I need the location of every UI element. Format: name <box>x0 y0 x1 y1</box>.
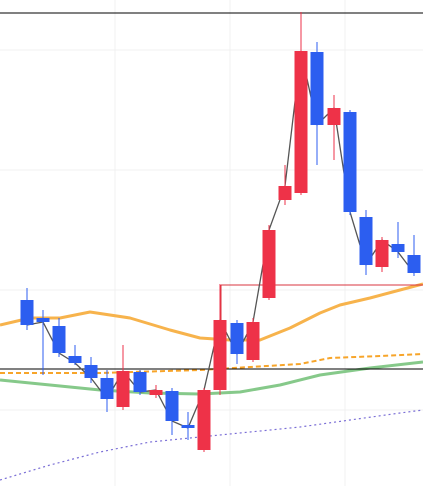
candle-body <box>375 240 389 267</box>
candle-body <box>343 112 357 212</box>
candle-body <box>213 320 227 390</box>
candle-body <box>133 372 147 392</box>
candle-body <box>181 425 195 428</box>
candle-body <box>327 108 341 125</box>
moving-average <box>0 360 423 396</box>
candle-body <box>407 255 421 273</box>
candle-body <box>278 186 292 200</box>
candle-body <box>359 217 373 265</box>
candle-body <box>262 230 276 298</box>
candle-body <box>294 51 308 193</box>
candle-body <box>20 300 34 325</box>
candle-body <box>391 244 405 252</box>
moving-average <box>0 409 423 481</box>
moving-average <box>0 353 423 374</box>
candle-body <box>116 371 130 407</box>
candle-body <box>36 318 50 322</box>
candle-body <box>246 322 260 360</box>
candle-body <box>52 326 66 353</box>
candle-body <box>100 378 114 399</box>
candle-body <box>197 390 211 450</box>
candle-body <box>165 391 179 421</box>
candle-body <box>68 356 82 363</box>
candle-body <box>149 390 163 395</box>
candle-body <box>310 52 324 125</box>
candle-body <box>84 365 98 378</box>
candle-body <box>230 323 244 354</box>
